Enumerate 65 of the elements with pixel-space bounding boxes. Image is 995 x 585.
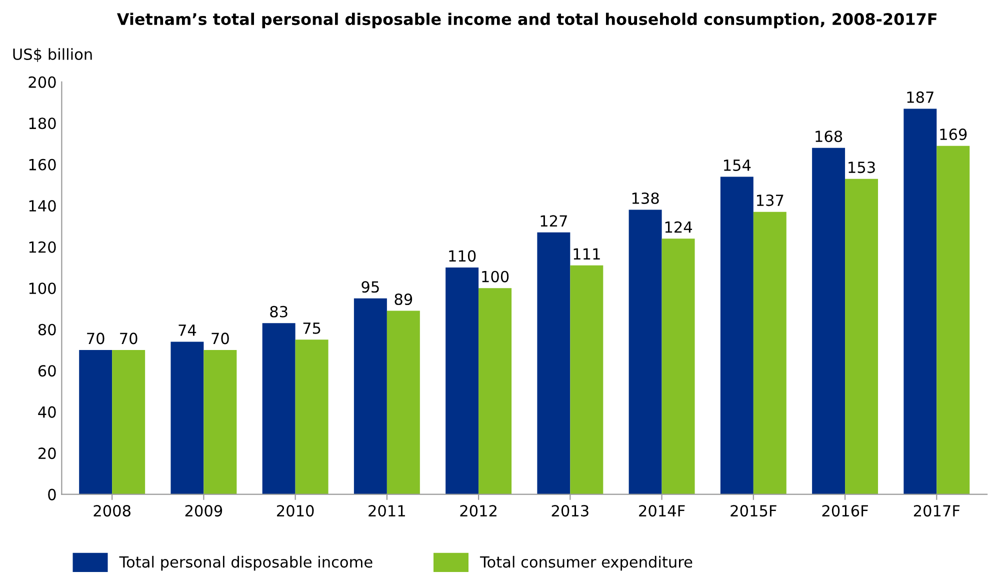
x-tick-label: 2014F xyxy=(639,505,685,517)
bar xyxy=(170,342,204,494)
y-tick-label: 180 xyxy=(29,118,56,130)
x-tick-label: 2017F xyxy=(914,505,960,517)
y-tick-label: 120 xyxy=(29,241,56,253)
data-label: 124 xyxy=(665,221,692,233)
data-label: 100 xyxy=(482,270,509,282)
y-tick-label: 60 xyxy=(38,365,56,377)
data-label: 169 xyxy=(940,128,967,140)
data-label: 187 xyxy=(907,91,934,103)
x-tick-label: 2016F xyxy=(822,505,868,517)
y-tick-label: 200 xyxy=(28,76,56,88)
data-label: 137 xyxy=(757,194,784,206)
bar xyxy=(753,212,786,494)
data-label: 110 xyxy=(449,250,476,262)
y-tick-label: 80 xyxy=(38,324,56,336)
data-label: 70 xyxy=(212,332,229,344)
y-tick-label: 20 xyxy=(38,448,56,460)
legend-label: Total personal disposable income xyxy=(119,556,372,571)
bar xyxy=(904,108,937,494)
x-tick-label: 2013 xyxy=(552,505,588,517)
chart-title: Vietnam’s total personal disposable income and total household consumption, 2008-2017F xyxy=(116,12,936,28)
data-label: 75 xyxy=(303,322,320,334)
bar xyxy=(478,288,512,494)
bar xyxy=(386,310,420,494)
bar xyxy=(446,267,479,494)
x-tick-label: 2009 xyxy=(185,505,222,517)
bar xyxy=(570,265,604,494)
y-tick-label: 160 xyxy=(29,158,56,170)
y-tick-label: 140 xyxy=(29,200,56,212)
bar xyxy=(295,340,328,494)
data-label: 70 xyxy=(120,332,138,344)
x-tick-label: 2011 xyxy=(368,505,405,517)
y-tick-label: 40 xyxy=(38,406,56,418)
data-label: 74 xyxy=(178,324,196,336)
x-tick-label: 2010 xyxy=(276,505,314,517)
data-label: 111 xyxy=(574,248,600,260)
y-tick-label: 0 xyxy=(48,488,56,500)
bar xyxy=(354,298,387,494)
y-axis-title: US$ billion xyxy=(13,48,92,62)
bar xyxy=(720,176,754,494)
bar xyxy=(936,146,970,494)
legend-label: Total consumer expenditure xyxy=(480,556,692,571)
bar xyxy=(262,323,296,494)
bar xyxy=(845,178,878,494)
bar xyxy=(537,232,570,494)
data-label: 83 xyxy=(270,306,288,318)
data-label: 89 xyxy=(394,294,412,306)
bar xyxy=(112,350,146,494)
bar xyxy=(204,350,237,494)
bar xyxy=(79,350,112,494)
bar xyxy=(628,210,662,494)
data-label: 138 xyxy=(632,192,659,204)
bar xyxy=(812,148,846,494)
x-tick-label: 2008 xyxy=(94,505,130,517)
data-label: 127 xyxy=(540,215,567,226)
y-tick-label: 100 xyxy=(29,282,56,294)
x-tick-label: 2012 xyxy=(460,505,496,517)
data-label: 154 xyxy=(724,160,751,172)
data-label: 70 xyxy=(87,332,104,344)
data-label: 168 xyxy=(816,130,842,142)
bar xyxy=(662,238,695,494)
data-label: 153 xyxy=(848,162,875,174)
x-tick-label: 2015F xyxy=(730,505,776,517)
data-label: 95 xyxy=(362,281,379,293)
